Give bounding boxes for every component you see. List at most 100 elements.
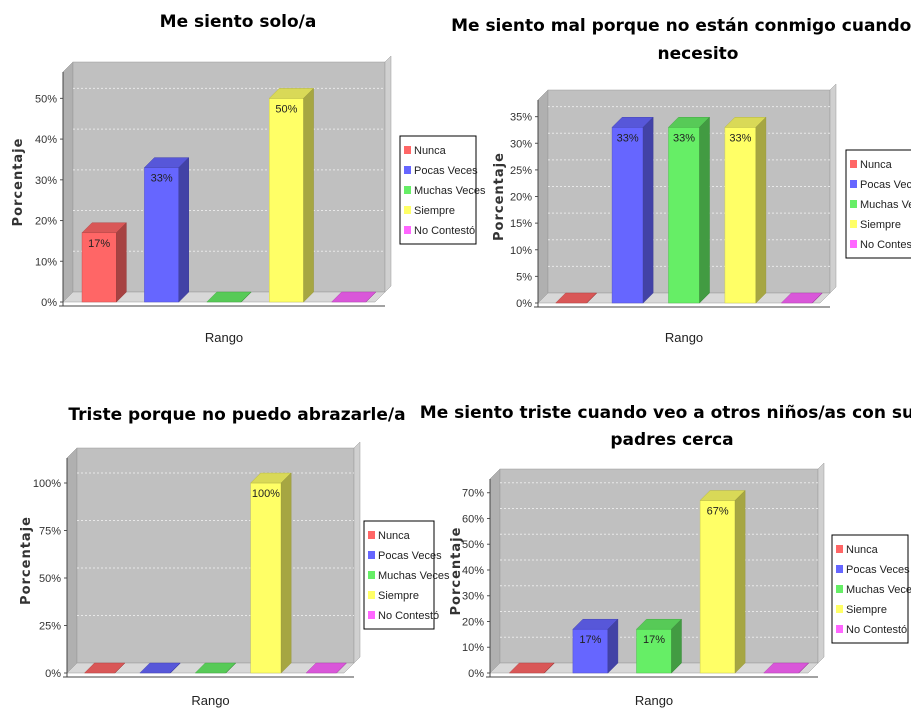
bar-muchas-veces: 33% xyxy=(667,116,711,304)
legend-swatch xyxy=(836,545,843,553)
chart-4: Me siento triste cuando veo a otros niño… xyxy=(420,403,911,708)
y-tick-label: 10% xyxy=(35,256,57,268)
data-label: 17% xyxy=(88,238,110,250)
y-tick-label: 70% xyxy=(462,488,484,500)
bar-side xyxy=(607,618,619,674)
y-tick-label: 15% xyxy=(510,218,532,230)
data-label: 33% xyxy=(617,132,639,144)
chart-3: Triste porque no puedo abrazarle/a 0% 25% 5… xyxy=(19,405,450,708)
legend-entry: Nunca xyxy=(414,145,447,157)
legend-swatch xyxy=(404,146,411,154)
legend-swatch xyxy=(404,206,411,214)
bar-side xyxy=(303,87,314,303)
chart-title: Me siento solo/a xyxy=(160,12,317,32)
y-tick-label: 25% xyxy=(39,621,61,633)
legend-box xyxy=(831,534,909,644)
chart-title: necesito xyxy=(658,44,739,64)
y-tick-label: 30% xyxy=(510,138,532,150)
left-wall xyxy=(489,468,501,674)
legend-entry: No Contestó xyxy=(860,239,911,251)
left-wall xyxy=(66,447,78,674)
bar-siempre: 50% xyxy=(268,87,315,303)
bar-side xyxy=(225,662,236,674)
legend-entry: Muchas Veces xyxy=(414,185,486,197)
y-tick-label: 50% xyxy=(39,573,61,585)
y-tick-label: 60% xyxy=(462,513,484,525)
bar-side xyxy=(755,116,767,304)
data-label: 17% xyxy=(579,634,601,646)
data-label: 33% xyxy=(729,132,751,144)
data-label: 17% xyxy=(643,634,665,646)
bar-front xyxy=(636,628,672,674)
legend-swatch xyxy=(850,220,857,228)
bar-front xyxy=(668,127,700,304)
bar-front xyxy=(250,482,282,674)
y-axis-label: Porcentaje xyxy=(11,138,26,227)
chart-title: Triste porque no puedo abrazarle/a xyxy=(68,405,405,425)
y-tick-label: 0% xyxy=(41,297,57,309)
legend-entry: Muchas Veces xyxy=(846,584,911,596)
legend-entry: Pocas Veces xyxy=(414,165,478,177)
right-edge xyxy=(829,83,837,294)
y-tick-label: 20% xyxy=(462,616,484,628)
bar-side xyxy=(734,489,746,674)
legend-entry: No Contestó xyxy=(414,225,475,237)
legend-swatch xyxy=(368,551,375,559)
bar-muchas-veces xyxy=(194,662,237,674)
legend-swatch xyxy=(404,186,411,194)
legend-swatch xyxy=(404,226,411,234)
left-wall xyxy=(62,61,74,303)
bar-front xyxy=(699,500,736,674)
bar-front xyxy=(81,232,117,303)
legend-box xyxy=(363,520,435,630)
chart-title: padres cerca xyxy=(610,430,733,450)
legend: Nunca Pocas Veces Muchas Veces Siempre No Co… xyxy=(399,135,486,245)
legend-swatch xyxy=(836,565,843,573)
y-tick-label: 20% xyxy=(510,192,532,204)
legend-swatch xyxy=(836,605,843,613)
legend: Nunca Pocas Veces Muchas Veces Siempre No Co… xyxy=(845,149,911,259)
bar-front xyxy=(144,167,180,303)
bar-no-contesto xyxy=(763,662,810,674)
y-tick-label: 0% xyxy=(45,668,61,680)
legend-entry: No Contestó xyxy=(378,610,439,622)
x-axis-label: Rango xyxy=(205,330,243,345)
bar-front xyxy=(572,628,609,674)
bar-side xyxy=(280,472,292,674)
legend-swatch xyxy=(850,240,857,248)
y-tick-label: 50% xyxy=(462,539,484,551)
right-edge xyxy=(353,441,361,664)
y-tick-label: 40% xyxy=(462,565,484,577)
plot-area xyxy=(76,447,355,664)
y-tick-label: 5% xyxy=(516,271,532,283)
bar-no-contesto xyxy=(305,662,348,674)
y-tick-label: 100% xyxy=(33,478,61,490)
y-axis-label: Porcentaje xyxy=(19,516,34,605)
y-tick-label: 25% xyxy=(510,165,532,177)
bar-side xyxy=(170,662,181,674)
bar-nunca xyxy=(83,662,126,674)
legend-entry: Muchas Veces xyxy=(378,570,450,582)
bar-muchas-veces: 17% xyxy=(635,618,683,674)
bar-nunca xyxy=(508,662,555,674)
bar-no-contesto xyxy=(780,292,823,304)
x-axis-label: Rango xyxy=(635,693,673,708)
data-label: 33% xyxy=(151,173,173,185)
y-tick-label: 10% xyxy=(510,245,532,257)
legend-swatch xyxy=(368,531,375,539)
bar-side xyxy=(699,116,710,304)
y-tick-label: 40% xyxy=(35,134,57,146)
y-tick-label: 30% xyxy=(462,591,484,603)
right-edge xyxy=(817,462,825,664)
legend-swatch xyxy=(850,160,857,168)
legend-entry: Muchas Veces xyxy=(860,199,911,211)
bar-siempre: 33% xyxy=(724,116,767,304)
legend-entry: No Contestó xyxy=(846,624,907,636)
legend-box xyxy=(399,135,477,245)
legend-entry: Pocas Veces xyxy=(378,550,442,562)
bar-side xyxy=(812,292,823,304)
bar-side xyxy=(116,222,127,303)
legend-entry: Pocas Veces xyxy=(860,179,911,191)
bar-pocas-veces xyxy=(139,662,181,674)
legend-swatch xyxy=(404,166,411,174)
